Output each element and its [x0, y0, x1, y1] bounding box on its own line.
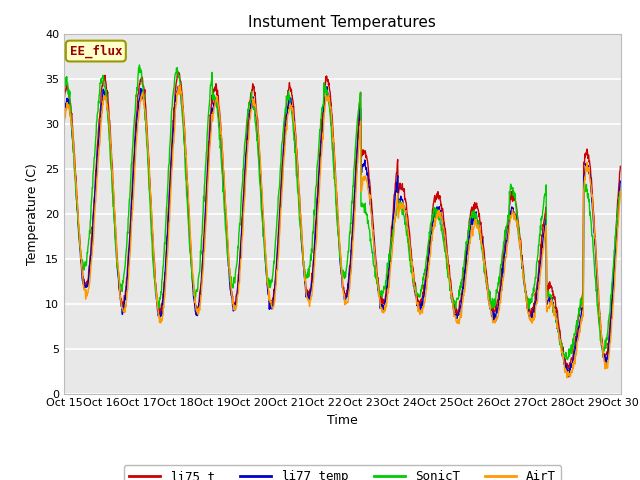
- li75_t: [175, 69, 182, 75]
- SonicT: [551, 309, 559, 314]
- Line: li75_t: li75_t: [64, 72, 620, 369]
- Y-axis label: Temperature (C): Temperature (C): [26, 163, 40, 264]
- li77_temp: [246, 108, 254, 114]
- AirT: [177, 83, 184, 89]
- li75_t: [246, 96, 254, 102]
- SonicT: [429, 214, 436, 219]
- li77_temp: [429, 218, 436, 224]
- X-axis label: Time: Time: [327, 414, 358, 427]
- AirT: [616, 188, 624, 194]
- Line: AirT: AirT: [64, 86, 620, 378]
- AirT: [60, 122, 68, 128]
- AirT: [551, 306, 559, 312]
- AirT: [563, 375, 571, 381]
- li77_temp: [60, 109, 68, 115]
- SonicT: [136, 62, 143, 68]
- li75_t: [429, 207, 436, 213]
- Legend: li75_t, li77_temp, SonicT, AirT: li75_t, li77_temp, SonicT, AirT: [124, 465, 561, 480]
- SonicT: [502, 233, 509, 239]
- li77_temp: [551, 305, 559, 311]
- li77_temp: [176, 83, 184, 89]
- SonicT: [564, 357, 572, 362]
- Line: li77_temp: li77_temp: [64, 86, 620, 377]
- SonicT: [171, 77, 179, 83]
- AirT: [502, 254, 509, 260]
- SonicT: [246, 99, 254, 105]
- SonicT: [60, 85, 68, 91]
- li77_temp: [184, 203, 192, 209]
- li75_t: [184, 194, 192, 200]
- li77_temp: [616, 179, 624, 184]
- li77_temp: [170, 115, 178, 120]
- li75_t: [551, 294, 559, 300]
- SonicT: [616, 189, 624, 195]
- li75_t: [502, 235, 509, 241]
- AirT: [246, 115, 254, 121]
- li75_t: [616, 164, 624, 169]
- AirT: [170, 132, 178, 138]
- Text: EE_flux: EE_flux: [70, 44, 122, 58]
- Line: SonicT: SonicT: [64, 65, 620, 360]
- li75_t: [564, 366, 572, 372]
- AirT: [429, 229, 436, 235]
- li75_t: [170, 109, 178, 115]
- SonicT: [184, 214, 192, 220]
- li77_temp: [564, 374, 572, 380]
- li75_t: [60, 97, 68, 103]
- AirT: [184, 190, 192, 195]
- Title: Instument Temperatures: Instument Temperatures: [248, 15, 436, 30]
- li77_temp: [502, 246, 509, 252]
